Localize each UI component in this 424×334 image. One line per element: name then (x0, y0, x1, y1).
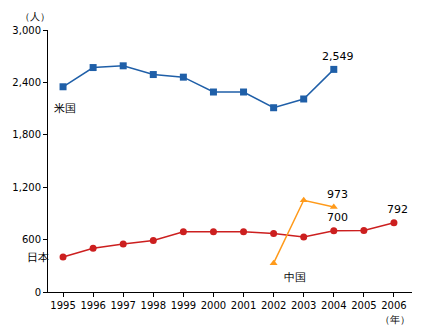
svg-text:2006: 2006 (381, 300, 406, 311)
svg-text:1997: 1997 (110, 300, 135, 311)
svg-text:973: 973 (327, 188, 348, 201)
svg-text:700: 700 (327, 211, 348, 224)
svg-text:2000: 2000 (201, 300, 226, 311)
svg-text:3,000: 3,000 (12, 25, 41, 36)
svg-text:1999: 1999 (171, 300, 196, 311)
svg-text:2003: 2003 (291, 300, 316, 311)
svg-text:1996: 1996 (80, 300, 105, 311)
svg-text:2002: 2002 (261, 300, 286, 311)
svg-text:2,400: 2,400 (12, 77, 41, 88)
svg-text:日本: 日本 (27, 251, 49, 264)
svg-text:2001: 2001 (231, 300, 256, 311)
svg-text:600: 600 (22, 234, 41, 245)
svg-text:（年）: （年） (380, 314, 410, 325)
svg-text:1995: 1995 (50, 300, 75, 311)
svg-text:1998: 1998 (141, 300, 166, 311)
svg-text:2005: 2005 (351, 300, 376, 311)
svg-text:（人）: （人） (20, 11, 50, 22)
svg-text:0: 0 (35, 287, 41, 298)
svg-text:2,549: 2,549 (322, 50, 354, 63)
svg-text:1,200: 1,200 (12, 182, 41, 193)
svg-text:1,800: 1,800 (12, 129, 41, 140)
svg-text:米国: 米国 (54, 102, 76, 115)
svg-text:2004: 2004 (321, 300, 346, 311)
svg-text:792: 792 (387, 203, 408, 216)
svg-text:中国: 中国 (284, 271, 306, 284)
